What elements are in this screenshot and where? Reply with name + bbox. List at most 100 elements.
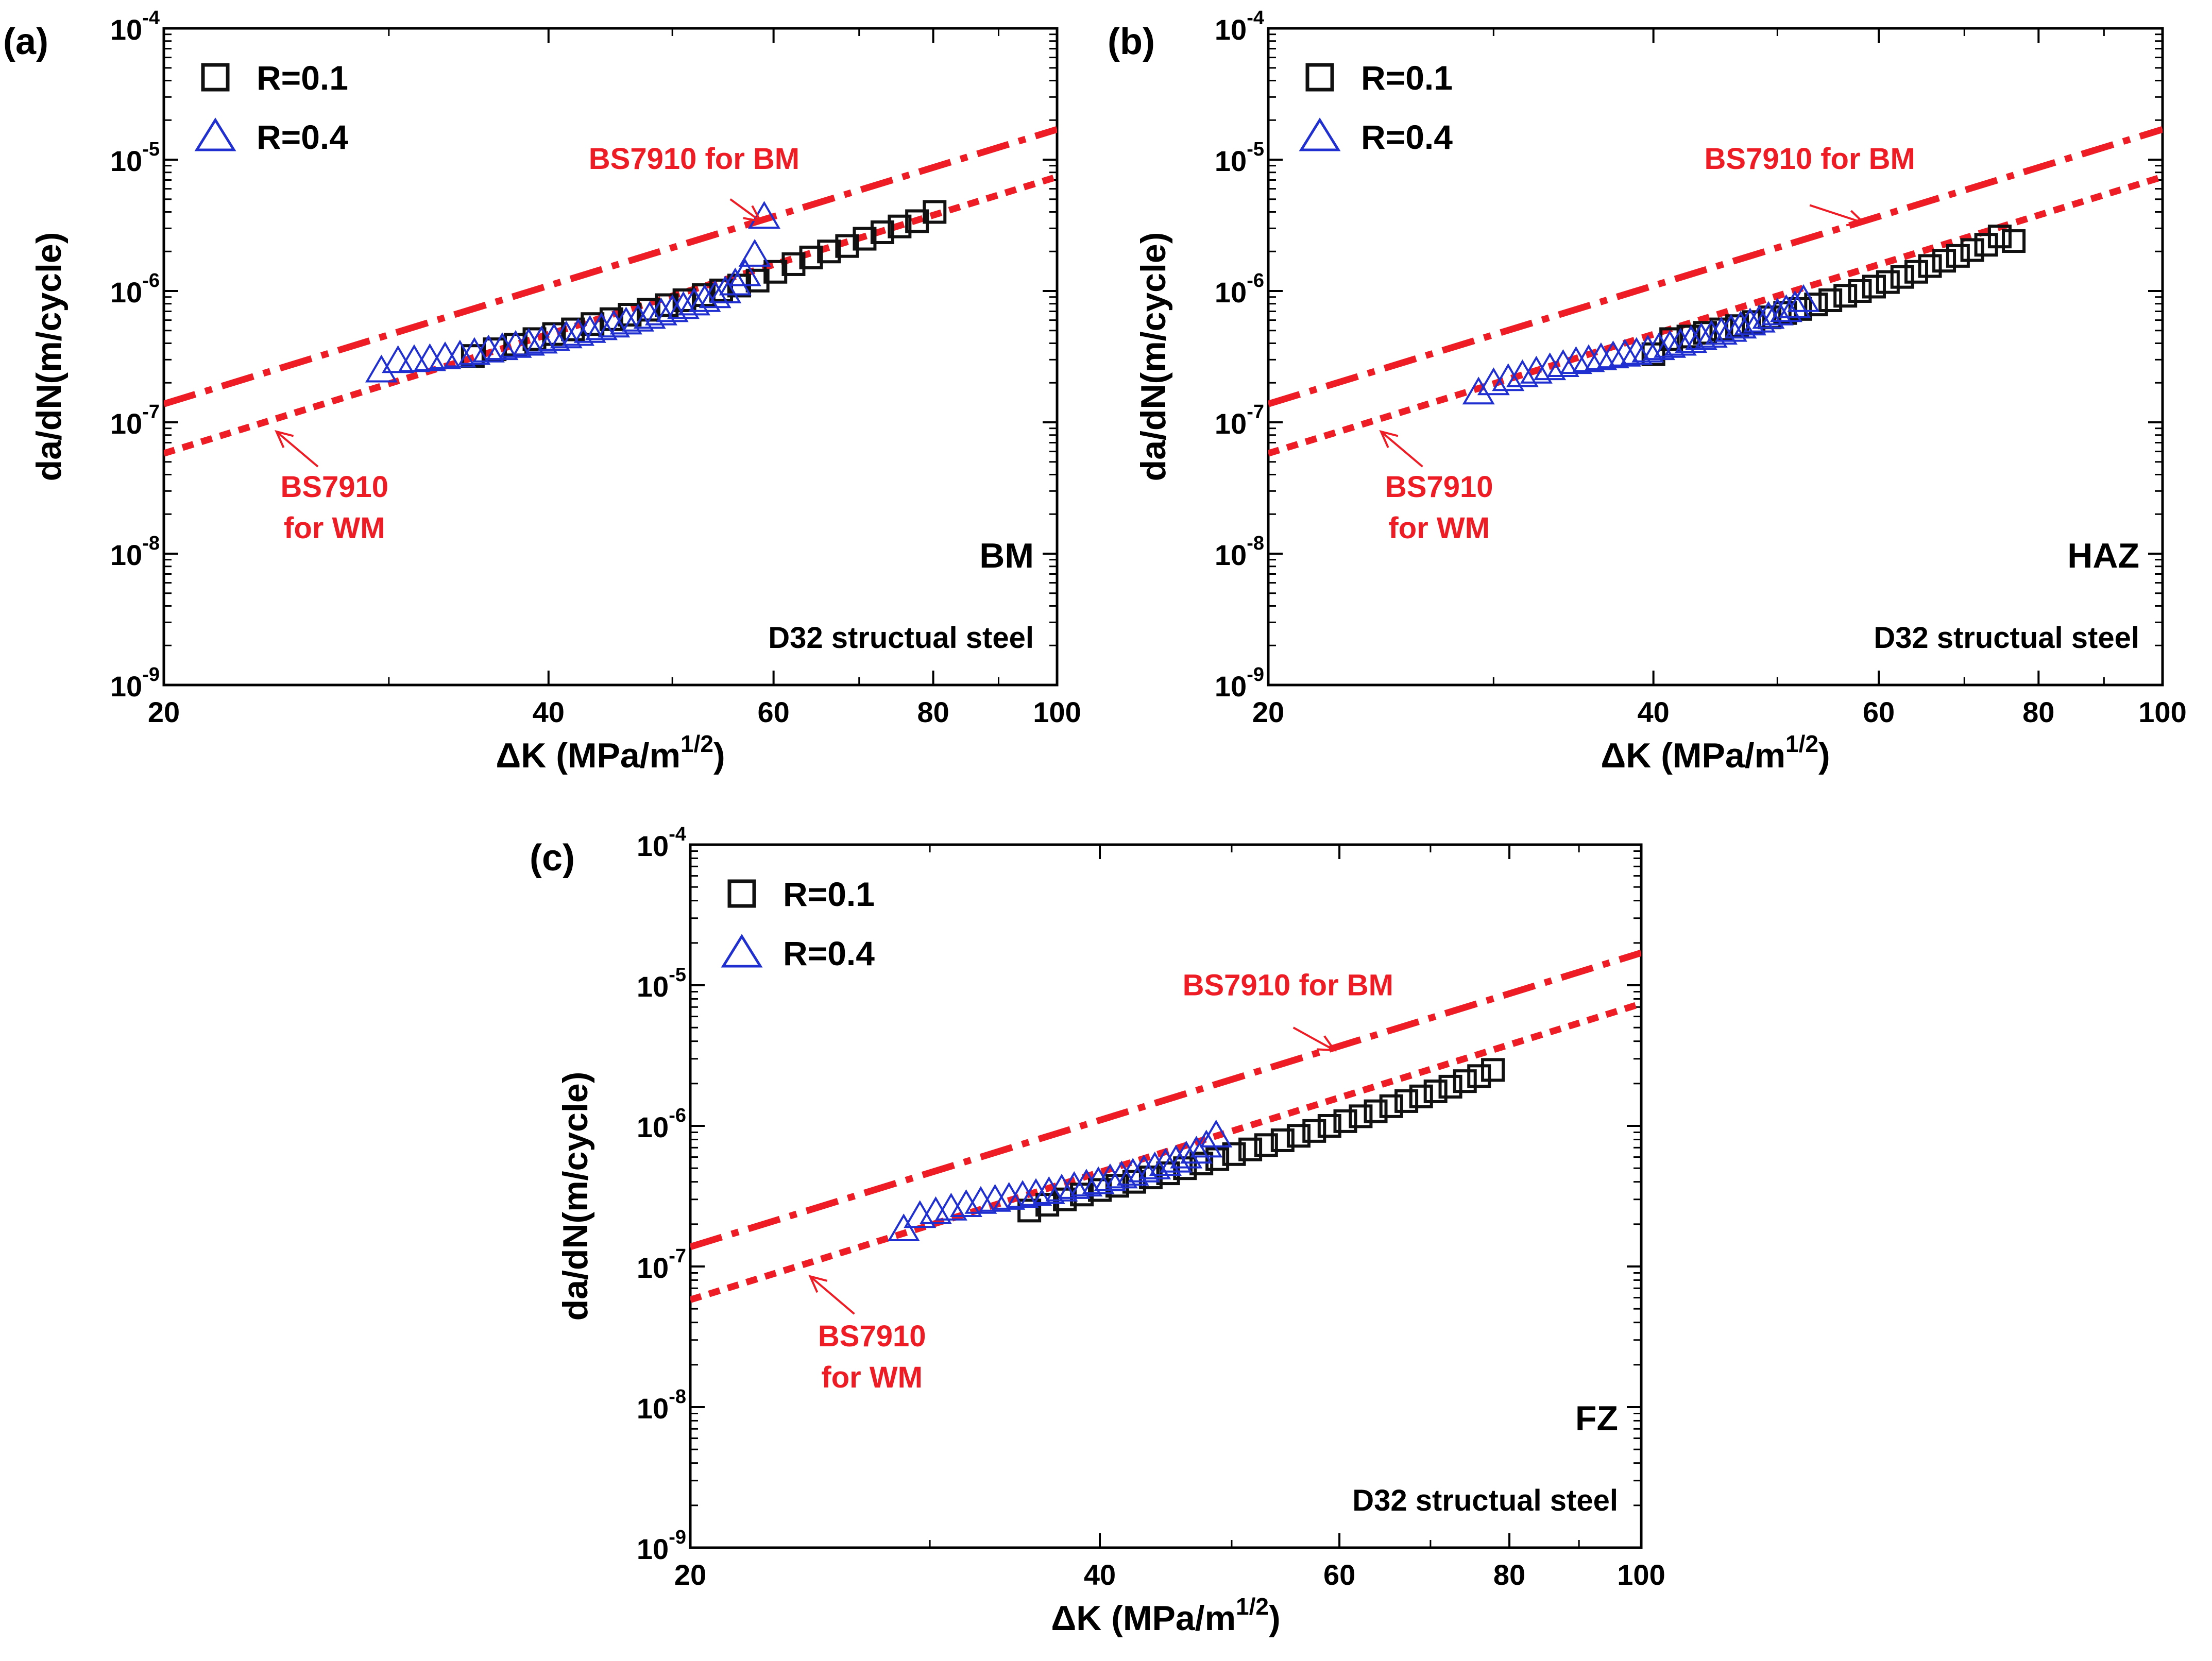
y-tick-label: 10-4 [637, 824, 686, 862]
r01-square-point [1349, 1104, 1373, 1128]
legend-triangle-marker [194, 117, 236, 151]
x-axis-label: ΔK (MPa/m1/2) [496, 730, 725, 775]
panel-a: 10-9 10-8 10-7 10-6 10-5 10-4 20 40 60 80 100 ΔK (M… [3, 7, 1081, 775]
r04-triangle-point [950, 1189, 982, 1218]
y-tick-label: 10-5 [1215, 139, 1264, 177]
x-tick-label: 60 [1323, 1559, 1355, 1591]
r01-square-point [1862, 275, 1886, 299]
reference-line-label: for WM [1388, 511, 1490, 545]
r04-triangle-point [561, 318, 594, 346]
y-tick-label: 10-6 [1215, 270, 1264, 309]
r01-square-point [1364, 1099, 1388, 1123]
x-tick-label: 40 [533, 696, 565, 728]
r01-square-point [1270, 1128, 1295, 1152]
annotation-arrow [1809, 204, 1864, 224]
r04-triangle-point [1520, 355, 1553, 384]
r01-square-point [1394, 1089, 1419, 1113]
material-label: D32 structual steel [1874, 621, 2139, 655]
annotation-arrow [729, 198, 761, 222]
annotation-arrowhead [1846, 210, 1866, 227]
r01-square-point [1017, 1198, 1042, 1223]
r04-triangle-point [633, 301, 666, 329]
material-label: D32 structual steel [768, 621, 1034, 655]
x-tick-label: 100 [1033, 696, 1081, 728]
r01-square-point [1833, 284, 1858, 308]
y-tick-label: 10-7 [1215, 401, 1264, 440]
x-tick-label: 80 [2022, 696, 2054, 728]
bs7910-wm-line [1268, 174, 2163, 457]
legend-label: R=0.1 [783, 875, 875, 913]
legend-label: R=0.4 [783, 934, 875, 972]
r04-triangle-point [1082, 1166, 1115, 1194]
r04-triangle-point [499, 330, 532, 358]
r04-triangle-point [609, 306, 642, 335]
y-tick-label: 10-7 [110, 401, 160, 440]
r01-square-point [1379, 1094, 1403, 1118]
r01-square-point [1333, 1109, 1357, 1133]
x-tick-label: 60 [1863, 696, 1895, 728]
legend-triangle-marker [721, 934, 763, 968]
r04-triangle-point [1128, 1154, 1161, 1183]
r01-square-point [1904, 260, 1928, 284]
y-tick-label: 10-7 [637, 1245, 686, 1284]
r04-triangle-point [622, 303, 655, 332]
r01-square-point [763, 260, 788, 284]
r04-triangle-point [1705, 317, 1738, 345]
bs7910-bm-line [690, 949, 1641, 1251]
r04-triangle-point [1778, 290, 1811, 318]
r04-triangle-point [1180, 1136, 1213, 1164]
y-tick-label: 10-8 [637, 1386, 686, 1425]
r04-triangle-point [598, 310, 631, 338]
r04-triangle-point [444, 339, 477, 368]
r01-square-point [1818, 288, 1843, 312]
r01-square-point [853, 227, 877, 251]
legend-square-marker [727, 879, 756, 908]
r04-triangle-point [1058, 1171, 1091, 1199]
r04-triangle-point [1685, 322, 1718, 350]
legend-square-marker [1305, 63, 1334, 92]
plot-area [1268, 126, 2163, 457]
y-tick-label: 10-8 [110, 533, 160, 571]
r04-triangle-point [1631, 334, 1664, 363]
annotation-arrowhead [743, 205, 762, 223]
panel-label: (a) [3, 21, 48, 62]
r04-triangle-point [1559, 346, 1592, 374]
y-tick-label: 10-9 [1215, 664, 1264, 703]
legend-label: R=0.1 [1361, 59, 1453, 97]
r04-triangle-point [1477, 367, 1510, 396]
r04-triangle-point [1190, 1129, 1223, 1158]
panel-label: (c) [530, 837, 575, 879]
bs7910-bm-line [164, 126, 1057, 407]
r01-square-point [1987, 225, 2012, 249]
r04-triangle-point [538, 323, 570, 351]
r04-triangle-point [1200, 1119, 1233, 1148]
r04-triangle-point [934, 1192, 967, 1221]
r01-square-point [1423, 1079, 1448, 1103]
y-axis-label: da/dN(m/cycle) [29, 232, 69, 482]
reference-line-label: BS7910 [818, 1320, 926, 1353]
r04-triangle-point [1105, 1160, 1138, 1189]
r01-square-point [1960, 238, 1984, 262]
y-tick-label: 10-8 [1215, 533, 1264, 571]
r04-triangle-point [1695, 320, 1728, 348]
plot-area [690, 949, 1641, 1303]
r01-square-point [581, 312, 605, 336]
r01-square-point [1238, 1137, 1263, 1161]
r04-triangle-point [1094, 1163, 1127, 1191]
r04-triangle-point [1787, 284, 1820, 312]
annotation-arrowhead [808, 1275, 828, 1293]
y-tick-label: 10-4 [110, 7, 160, 46]
r01-square-point [923, 200, 947, 224]
legend-label: R=0.4 [1361, 118, 1453, 156]
reference-line-label: BS7910 [280, 470, 388, 504]
r01-square-point [1848, 279, 1872, 303]
y-tick-label: 10-6 [110, 270, 160, 309]
annotation-arrow [1380, 431, 1423, 468]
r01-square-point [799, 245, 823, 269]
x-tick-label: 100 [1617, 1559, 1665, 1591]
annotation-arrow [809, 1275, 855, 1315]
r04-triangle-point [667, 291, 700, 319]
bs7910-bm-line [1268, 126, 2163, 407]
r04-triangle-point [979, 1184, 1012, 1212]
r01-square-point [1932, 249, 1956, 273]
